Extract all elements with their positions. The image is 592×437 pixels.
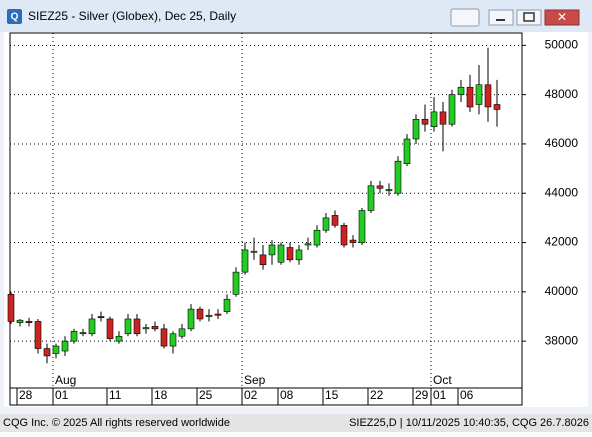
candle-body bbox=[169, 333, 177, 347]
y-tick-label: 38000 bbox=[545, 333, 579, 347]
close-glyph: ✕ bbox=[557, 10, 567, 24]
candle-body bbox=[205, 314, 213, 317]
candle-body bbox=[421, 118, 429, 125]
candle-body bbox=[367, 185, 375, 211]
candle-body bbox=[106, 318, 114, 339]
candle-body bbox=[61, 340, 69, 352]
candle-body bbox=[268, 244, 276, 256]
candle-body bbox=[241, 249, 249, 273]
y-tick-label: 44000 bbox=[545, 185, 579, 199]
app-icon-glyph: Q bbox=[11, 12, 19, 23]
candle-body bbox=[340, 224, 348, 246]
x-tick-label: 15 bbox=[325, 388, 339, 402]
candle-body bbox=[295, 249, 303, 261]
x-tick-label: 18 bbox=[154, 388, 168, 402]
candle-body bbox=[484, 84, 492, 108]
candle-body bbox=[124, 318, 132, 335]
candle-body bbox=[493, 104, 501, 110]
plot-border bbox=[9, 32, 523, 406]
status-bar bbox=[0, 414, 592, 432]
candle-body bbox=[151, 326, 159, 330]
x-tick-label: 11 bbox=[109, 388, 122, 402]
candle-body bbox=[466, 86, 474, 108]
candle-body bbox=[25, 321, 33, 323]
candle-body bbox=[250, 250, 258, 253]
footer-right: SIEZ25,D | 10/11/2025 10:40:35, CQG 26.7… bbox=[349, 417, 589, 429]
candle-body bbox=[79, 332, 87, 335]
candle-body bbox=[394, 160, 402, 194]
candle-body bbox=[232, 271, 240, 295]
candle-body bbox=[349, 239, 357, 243]
app-icon bbox=[7, 9, 22, 24]
x-tick-label: 02 bbox=[244, 388, 258, 402]
y-tick-label: 50000 bbox=[545, 37, 579, 51]
candle-body bbox=[187, 308, 195, 330]
candle-body bbox=[286, 247, 294, 261]
candle-body bbox=[97, 316, 105, 319]
minimize-button[interactable] bbox=[488, 9, 514, 26]
candle-body bbox=[178, 328, 186, 337]
x-tick-label: 29 bbox=[415, 388, 429, 402]
candle-body bbox=[196, 308, 204, 320]
y-tick-label: 46000 bbox=[545, 136, 579, 150]
maximize-glyph bbox=[523, 12, 535, 22]
maximize-button[interactable] bbox=[516, 9, 542, 26]
footer-left: CQG Inc. © 2025 All rights reserved worl… bbox=[3, 417, 230, 429]
candle-body bbox=[214, 313, 222, 316]
month-label: Aug bbox=[55, 373, 76, 387]
candle-body bbox=[160, 328, 168, 347]
y-tick-label: 40000 bbox=[545, 284, 579, 298]
candle-body bbox=[277, 244, 285, 263]
candle-body bbox=[34, 321, 42, 349]
x-tick-label: 28 bbox=[19, 388, 33, 402]
candle-body bbox=[304, 243, 312, 246]
x-tick-label: 01 bbox=[433, 388, 447, 402]
candle-body bbox=[52, 345, 60, 354]
chart-area bbox=[4, 32, 588, 407]
x-tick-label: 25 bbox=[199, 388, 213, 402]
candle-body bbox=[376, 185, 384, 189]
candle-body bbox=[385, 189, 393, 192]
close-button[interactable] bbox=[544, 9, 580, 26]
candle-body bbox=[43, 348, 51, 357]
y-tick-label: 48000 bbox=[545, 87, 579, 101]
candle-body bbox=[475, 84, 483, 105]
candle-body bbox=[259, 254, 267, 266]
candle-body bbox=[322, 217, 330, 231]
candle-body bbox=[70, 330, 78, 342]
candle-body bbox=[115, 335, 123, 342]
candle-body bbox=[7, 294, 15, 322]
window-title: SIEZ25 - Silver (Globex), Dec 25, Daily bbox=[28, 9, 236, 23]
x-tick-label: 22 bbox=[370, 388, 384, 402]
link-button[interactable] bbox=[450, 8, 480, 27]
y-tick-label: 42000 bbox=[545, 235, 579, 249]
candle-body bbox=[133, 318, 141, 335]
candle-body bbox=[313, 229, 321, 246]
x-tick-label: 06 bbox=[460, 388, 474, 402]
candle-body bbox=[142, 327, 150, 330]
candle-body bbox=[457, 86, 465, 95]
month-label: Sep bbox=[244, 373, 266, 387]
candle-body bbox=[16, 319, 24, 323]
candle-body bbox=[331, 215, 339, 226]
candle-body bbox=[439, 111, 447, 125]
candle-body bbox=[448, 94, 456, 125]
candle-body bbox=[430, 111, 438, 127]
candle-body bbox=[88, 318, 96, 335]
candle-body bbox=[403, 138, 411, 164]
candle-body bbox=[358, 210, 366, 243]
x-tick-label: 01 bbox=[55, 388, 69, 402]
x-tick-label: 08 bbox=[280, 388, 294, 402]
candle-body bbox=[412, 118, 420, 140]
candle-body bbox=[223, 298, 231, 312]
month-label: Oct bbox=[433, 373, 452, 387]
